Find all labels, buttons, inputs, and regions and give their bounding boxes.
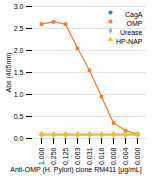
svg-text:0.000: 0.000 — [134, 147, 141, 165]
svg-text:0.0: 0.0 — [14, 135, 24, 142]
svg-text:0.031: 0.031 — [86, 147, 93, 165]
svg-text:3.0: 3.0 — [14, 3, 24, 10]
svg-text:0.008: 0.008 — [110, 147, 117, 165]
svg-text:1.5: 1.5 — [14, 69, 24, 76]
svg-text:0.125: 0.125 — [62, 147, 69, 165]
svg-text:0.5: 0.5 — [14, 113, 24, 120]
svg-text:Urease: Urease — [120, 29, 143, 36]
svg-text:1.0: 1.0 — [14, 91, 24, 98]
svg-text:0.016: 0.016 — [98, 147, 105, 165]
svg-text:2.0: 2.0 — [14, 47, 24, 54]
svg-text:CagA: CagA — [125, 11, 143, 19]
svg-text:1.000: 1.000 — [38, 147, 45, 165]
html-text:Anti-OMP (H. Pylori) clone RM4: Anti-OMP (H. Pylori) clone RM411 [μg/mL] — [10, 166, 142, 173]
svg-text:HP-NAP: HP-NAP — [116, 38, 143, 45]
svg-text:2.5: 2.5 — [14, 25, 24, 32]
svg-text:OMP: OMP — [127, 20, 143, 27]
svg-text:0.250: 0.250 — [50, 147, 57, 165]
svg-text:0.004: 0.004 — [122, 147, 129, 165]
svg-text:0.063: 0.063 — [74, 147, 81, 165]
svg-text:Abs (405nm): Abs (405nm) — [5, 52, 13, 92]
